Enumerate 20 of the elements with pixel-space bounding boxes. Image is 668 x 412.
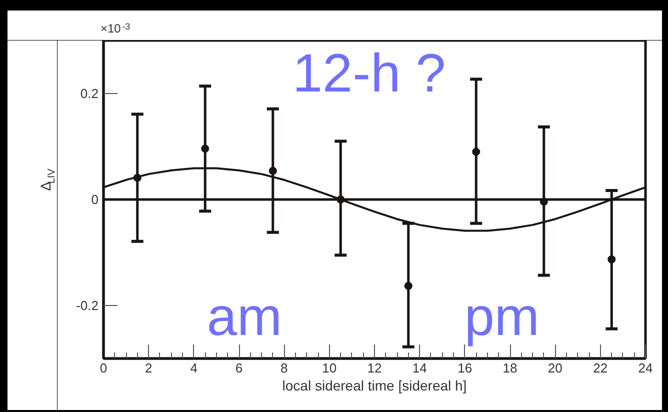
y-tick-label: 0 xyxy=(91,192,99,207)
x-tick-label: 4 xyxy=(190,360,198,376)
annotation: pm xyxy=(464,287,540,348)
x-tick-label: 16 xyxy=(458,360,472,376)
x-tick-label: 10 xyxy=(322,360,337,376)
x-tick-label: 22 xyxy=(593,360,608,376)
annotation: 12-h ? xyxy=(292,44,446,104)
x-tick-label: 18 xyxy=(502,360,518,376)
x-tick-label: 20 xyxy=(548,360,562,376)
x-axis-title: local sidereal time [sidereal h] xyxy=(282,378,467,394)
x-tick-label: 8 xyxy=(280,360,288,376)
x-tick-label: 14 xyxy=(412,360,427,376)
y-tick-label: -0.2 xyxy=(76,298,99,313)
x-tick-label: 12 xyxy=(367,360,382,376)
x-tick-label: 2 xyxy=(145,360,152,376)
y-tick-label: 0.2 xyxy=(80,86,99,101)
x-tick-label: 24 xyxy=(638,360,653,376)
annotation: am xyxy=(206,287,282,348)
x-tick-label: 6 xyxy=(235,360,243,376)
y-axis-title: ΔLIV xyxy=(38,168,58,191)
